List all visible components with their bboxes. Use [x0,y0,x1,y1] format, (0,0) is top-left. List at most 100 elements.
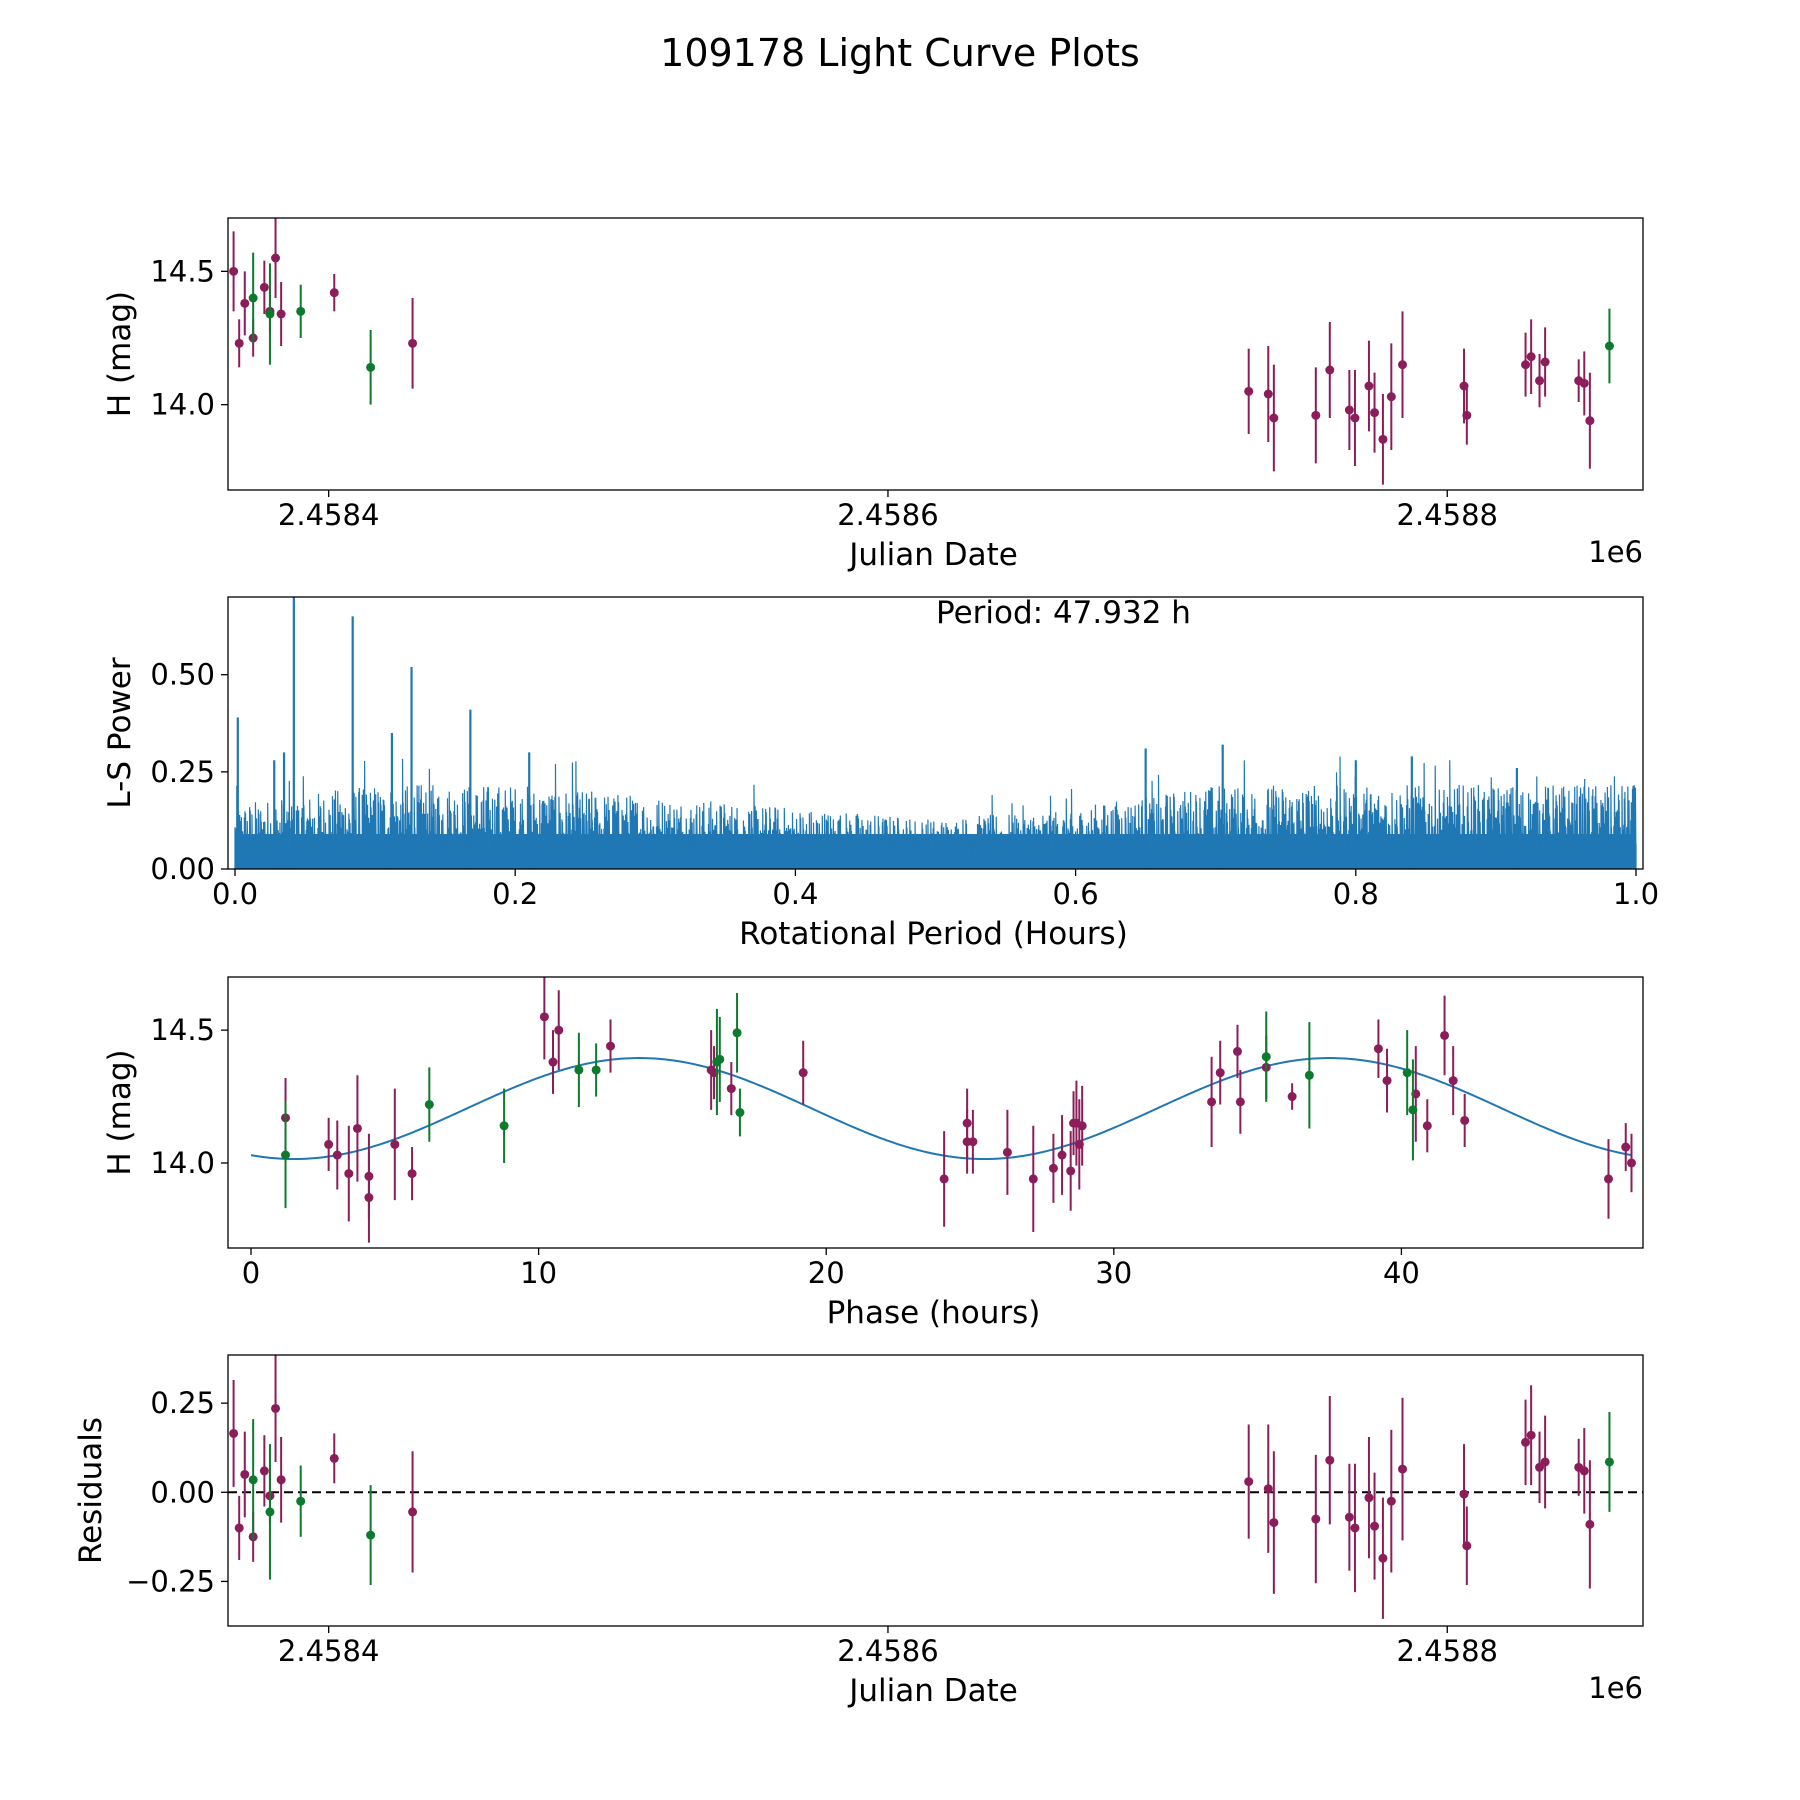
series-filter-b [248,1412,1614,1585]
data-point [1215,1068,1225,1078]
y-axis-label: Residuals [73,1417,109,1564]
data-point [1077,1121,1087,1131]
data-point [276,1475,286,1485]
data-point [732,1028,742,1038]
data-point [248,1475,258,1485]
data-point [548,1057,558,1067]
data-point [296,1496,306,1506]
y-tick-label: 0.25 [150,755,215,789]
data-point [1579,1466,1589,1476]
data-point [352,1123,362,1133]
data-point [234,1523,244,1533]
data-point [1398,1464,1408,1474]
plot-area-phase [250,977,1636,1243]
data-point [1263,389,1273,399]
data-point [1448,1076,1458,1086]
data-point [1207,1097,1217,1107]
data-point [1002,1147,1012,1157]
data-point [1235,1097,1245,1107]
data-point [1066,1166,1076,1176]
data-point [1672,1498,1681,1507]
data-point [259,1466,269,1476]
data-point [1402,1068,1412,1078]
x-tick-label: 0.2 [492,877,538,911]
data-point [1585,1519,1595,1529]
data-point [798,1068,808,1078]
data-point [1378,434,1388,444]
data-point [1462,410,1472,420]
data-point [329,1453,339,1463]
data-point [1244,386,1254,396]
series-filter-a [281,977,1636,1243]
panel-ls: Period: 47.932 h 0.0 0.2 0.4 0.6 0.8 1.0 0.00 0.… [102,595,1659,952]
data-point [229,1428,239,1438]
data-point [1683,392,1692,401]
data-point [1604,1457,1614,1467]
data-point [1678,384,1687,393]
data-point [1382,1076,1392,1086]
x-tick-label: 2.4586 [837,498,938,532]
y-tick-label: 0.50 [150,658,215,692]
data-point [1373,1044,1383,1054]
data-point [276,309,286,319]
data-point [1678,1482,1687,1491]
data-point [265,309,275,319]
data-point [591,1065,601,1075]
data-point [939,1174,949,1184]
data-point [1364,1493,1374,1503]
period-annotation: Period: 47.932 h [936,595,1191,631]
x-tick-label: 2.4584 [278,498,379,532]
data-point [1386,392,1396,402]
data-point [1263,1484,1273,1494]
data-point [1540,1457,1550,1467]
data-point [1440,1030,1450,1040]
data-point [1325,365,1335,375]
data-point [574,1065,584,1075]
x-tick-label: 20 [808,1256,845,1290]
plot-area-lc [229,218,1692,485]
data-point [1311,410,1321,420]
data-point [1540,357,1550,367]
x-axis-label: Julian Date [847,537,1018,573]
data-point [229,266,239,276]
data-point [606,1041,616,1051]
data-point [424,1100,434,1110]
data-point [265,1507,275,1517]
model-curve [250,1057,1632,1160]
data-point [726,1084,736,1094]
y-tick-label: 14.5 [150,1013,215,1047]
data-point [240,1469,250,1479]
data-point [1579,378,1589,388]
data-point [271,1403,281,1413]
x-axis-label: Julian Date [847,1673,1018,1709]
data-point [1350,413,1360,423]
data-point [344,1169,354,1179]
data-point [408,1507,418,1517]
data-point [1526,352,1536,362]
data-point [1269,1518,1279,1528]
data-point [407,1169,417,1179]
x-tick-label: 0.8 [1333,877,1379,911]
data-point [1521,360,1531,370]
x-axis-label: Rotational Period (Hours) [739,916,1128,952]
data-point [1459,1489,1469,1499]
data-point [1370,1521,1380,1531]
data-point [735,1108,745,1117]
axes-frame [227,596,1644,870]
panel-lc: 2.45842.45862.45882.45902.459214.014.5Ju… [102,217,1692,573]
panel-res: 2.45842.45862.45882.45902.4592−0.250.000… [73,1354,1687,1709]
figure-title: 109178 Light Curve Plots [660,31,1140,75]
data-point [1460,1115,1470,1125]
data-point [1585,416,1595,426]
x-tick-label: 10 [520,1256,557,1290]
data-point [296,306,306,316]
x-tick-label: 0 [242,1256,260,1290]
panel-phase: 0 10 20 30 40 14.0 14.5 Phase (hours) H (mag) [102,976,1644,1331]
x-offset-label: 1e6 [1588,1671,1643,1705]
data-point [715,1054,725,1064]
data-point [1057,1150,1067,1160]
data-point [1604,341,1614,351]
y-tick-label: 0.25 [150,1386,215,1420]
y-axis-label: H (mag) [102,1049,138,1175]
